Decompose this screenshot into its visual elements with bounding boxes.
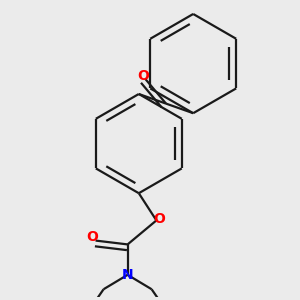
Text: O: O — [153, 212, 165, 226]
Text: O: O — [86, 230, 98, 244]
Text: N: N — [122, 268, 134, 282]
Text: O: O — [137, 69, 149, 83]
